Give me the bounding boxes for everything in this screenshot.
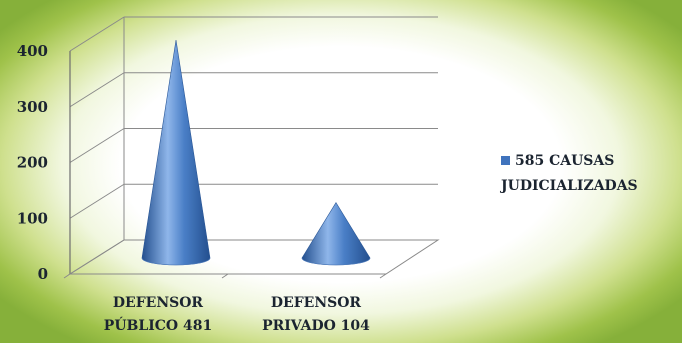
y-tick-label-3: 300 xyxy=(17,98,48,116)
category-labels: DEFENSOR PÚBLICO 481 DEFENSOR PRIVADO 104 xyxy=(104,295,370,334)
cone-rim-0 xyxy=(141,257,211,266)
cone-rim-1 xyxy=(301,257,371,266)
category-label-0: DEFENSOR PÚBLICO 481 xyxy=(104,295,212,334)
grid-left-1 xyxy=(69,183,125,219)
legend-swatch xyxy=(501,156,510,165)
category-label-1: DEFENSOR PRIVADO 104 xyxy=(262,295,370,334)
y-tick-label-0: 0 xyxy=(38,265,48,283)
cone-body-0 xyxy=(141,39,211,266)
y-tick-label-1: 100 xyxy=(17,209,48,227)
legend: 585 CAUSAS JUDICIALIZADAS xyxy=(499,153,638,194)
cone-0 xyxy=(141,39,211,266)
floor-tick-1 xyxy=(221,273,229,279)
y-axis-ticks: 0 100 200 300 400 xyxy=(17,42,48,283)
floor xyxy=(68,239,440,275)
cone-1 xyxy=(301,202,371,266)
gridlines xyxy=(63,16,440,279)
y-tick-label-4: 400 xyxy=(17,42,48,60)
legend-label: 585 CAUSAS JUDICIALIZADAS xyxy=(499,153,638,194)
grid-left-4 xyxy=(69,16,125,52)
cones xyxy=(141,39,371,266)
grid-left-2 xyxy=(69,128,125,163)
floor-tick-2 xyxy=(379,273,387,279)
y-tick-label-2: 200 xyxy=(17,154,48,172)
cone-body-1 xyxy=(301,202,371,266)
floor-tick-0 xyxy=(63,273,71,279)
grid-left-3 xyxy=(69,72,125,108)
